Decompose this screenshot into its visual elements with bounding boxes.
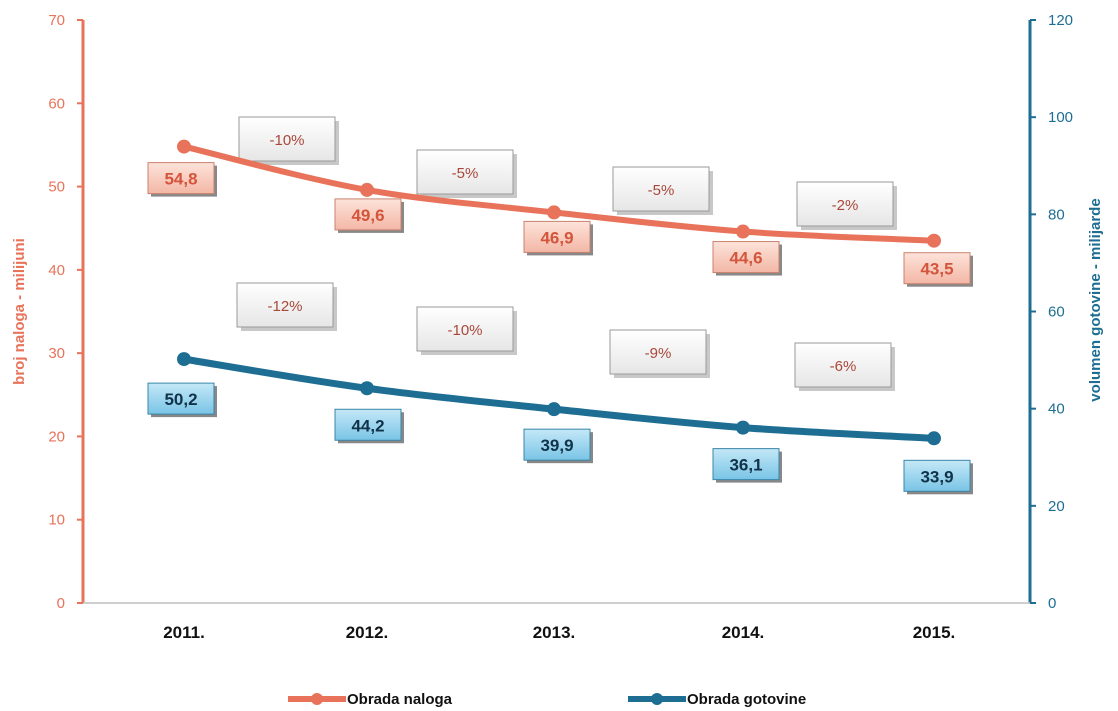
x-tick-label: 2011.	[163, 623, 205, 642]
value-label-text: 46,9	[540, 228, 573, 247]
change-label-box: -10%	[238, 116, 339, 165]
y-right-axis-title: volumen gotovine - milijarde	[1087, 198, 1104, 401]
x-tick-label: 2012.	[346, 623, 389, 642]
change-label-text: -9%	[645, 345, 672, 362]
axes: 0 10 20 30 40 50 60 70 broj naloga - milijuni 0 20…	[11, 12, 1104, 642]
change-labels: -10% -5% -5% -2% -12% -10% -9% -6%	[236, 116, 897, 391]
data-point-marker	[177, 352, 191, 367]
legend-marker	[651, 693, 663, 705]
y-left-tick-label: 30	[48, 345, 65, 362]
data-point-marker	[177, 139, 191, 154]
value-label-frame	[334, 408, 402, 441]
y-left-tick-label: 50	[48, 179, 65, 196]
y-left-tick-label: 0	[57, 595, 65, 612]
value-label-text: 44,6	[729, 249, 762, 268]
y-right-tick-label: 40	[1048, 401, 1065, 418]
value-label-frame	[147, 162, 215, 195]
legend-label: Obrada gotovine	[687, 691, 806, 708]
change-label-frame	[238, 116, 336, 162]
data-point-marker	[927, 431, 941, 446]
change-label-box: -5%	[612, 166, 713, 215]
value-label: 33,9	[903, 459, 973, 495]
y-right-tick-label: 60	[1048, 304, 1065, 321]
value-label: 50,2	[147, 382, 217, 418]
series-lines	[177, 139, 941, 446]
change-label-text: -6%	[830, 358, 857, 375]
x-tick-label: 2015.	[913, 623, 956, 642]
value-label: 36,1	[712, 448, 782, 483]
data-point-marker	[547, 402, 561, 417]
x-tick-label: 2014.	[722, 623, 765, 642]
change-label-text: -5%	[648, 182, 675, 199]
change-label-text: -12%	[267, 298, 302, 315]
y-left-tick-label: 10	[48, 512, 65, 529]
value-label-text: 36,1	[729, 456, 762, 475]
value-label: 39,9	[523, 428, 593, 464]
data-point-marker	[927, 233, 941, 248]
value-label-frame	[334, 198, 402, 231]
y-right-tick-label: 0	[1048, 595, 1056, 612]
change-label-text: -5%	[452, 165, 479, 182]
value-label-frame	[147, 382, 215, 415]
change-label-frame	[796, 181, 894, 227]
change-label-box: -9%	[609, 329, 710, 378]
change-label-frame	[612, 166, 710, 212]
change-label-frame	[416, 149, 514, 195]
data-point-marker	[736, 420, 750, 435]
change-label-frame	[794, 342, 892, 388]
value-label-text: 43,5	[920, 260, 953, 279]
value-label-text: 39,9	[540, 436, 573, 455]
value-label-text: 49,6	[351, 206, 384, 225]
change-label-text: -2%	[832, 197, 859, 214]
y-right-tick-label: 120	[1048, 12, 1073, 29]
change-label-box: -10%	[416, 306, 517, 355]
value-label-frame	[523, 428, 591, 461]
change-label-text: -10%	[269, 132, 304, 149]
data-point-marker	[547, 205, 561, 220]
value-label-frame	[712, 448, 780, 481]
legend-label: Obrada naloga	[347, 691, 453, 708]
change-label-box: -6%	[794, 342, 895, 391]
change-label-box: -5%	[416, 149, 517, 198]
y-right-tick-label: 20	[1048, 498, 1065, 515]
value-label-text: 33,9	[920, 467, 953, 486]
change-label-box: -2%	[796, 181, 897, 230]
value-label-text: 54,8	[164, 170, 197, 189]
y-left-tick-label: 20	[48, 428, 65, 445]
value-label-frame	[903, 459, 971, 492]
y-left-tick-label: 70	[48, 12, 65, 29]
value-label: 43,5	[903, 252, 973, 287]
y-left-axis-title: broj naloga - milijuni	[11, 238, 28, 385]
change-label-frame	[416, 306, 514, 352]
value-label: 54,8	[147, 162, 217, 197]
legend-marker	[311, 693, 323, 705]
x-tick-label: 2013.	[533, 623, 576, 642]
data-point-marker	[360, 182, 374, 197]
value-label-frame	[523, 220, 591, 253]
change-label-frame	[609, 329, 707, 375]
value-label-frame	[903, 252, 971, 285]
change-label-text: -10%	[447, 322, 482, 339]
change-label-frame	[236, 282, 334, 328]
value-label-frame	[712, 241, 780, 274]
data-point-marker	[736, 224, 750, 239]
legend: Obrada naloga Obrada gotovine	[288, 691, 806, 708]
y-right-tick-label: 100	[1048, 109, 1073, 126]
value-label-text: 50,2	[164, 390, 197, 409]
value-label-text: 44,2	[351, 416, 384, 435]
value-label: 46,9	[523, 220, 593, 256]
value-label: 49,6	[334, 198, 404, 233]
y-right-tick-label: 80	[1048, 206, 1065, 223]
change-label-box: -12%	[236, 282, 337, 331]
y-left-tick-label: 40	[48, 262, 65, 279]
value-labels: 54,8 49,6 46,9 44,6 43,5 50,2 44,2 39,9 36,1 33,9	[147, 162, 973, 495]
data-point-marker	[360, 381, 374, 396]
y-left-tick-label: 60	[48, 95, 65, 112]
value-label: 44,6	[712, 241, 782, 276]
value-label: 44,2	[334, 408, 404, 444]
